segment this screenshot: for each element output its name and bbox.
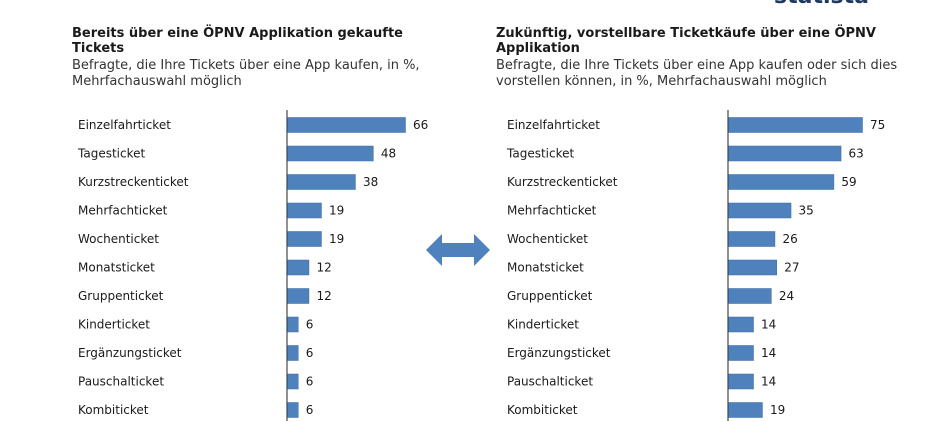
right-chart-value-label: 19 — [770, 403, 785, 417]
right-chart-bar — [728, 259, 777, 276]
right-chart-category-label: Tagesticket — [506, 147, 574, 161]
right-chart-bar — [728, 202, 792, 219]
right-chart-bar — [728, 145, 842, 162]
right-chart-bar — [728, 402, 763, 418]
chart-panel-right: Zukünftig, vorstellbare Ticketkäufe über… — [496, 26, 916, 90]
left-chart-value-label: 6 — [306, 403, 314, 417]
left-chart-bar — [287, 259, 310, 276]
left-chart-bar — [287, 316, 299, 333]
left-chart-value-label: 19 — [329, 232, 344, 246]
right-chart-bar — [728, 117, 863, 133]
right-chart-value-label: 26 — [782, 232, 797, 246]
left-chart-bar — [287, 373, 299, 390]
right-chart-bar — [728, 345, 754, 361]
left-chart-category-label: Kurzstreckenticket — [78, 175, 189, 189]
left-chart-bar — [287, 174, 356, 190]
left-chart-bar — [287, 117, 406, 133]
left-chart-value-label: 48 — [381, 147, 396, 161]
brand-logo-left — [176, 0, 246, 8]
right-chart-bar — [728, 316, 754, 333]
left-chart-category-label: Kinderticket — [78, 318, 150, 332]
right-chart-value-label: 24 — [779, 289, 794, 303]
left-chart-bar — [287, 288, 310, 304]
right-chart-value-label: 14 — [761, 375, 776, 389]
left-chart-value-label: 66 — [413, 118, 428, 132]
right-chart-value-label: 27 — [784, 261, 799, 275]
left-chart-bar — [287, 345, 299, 361]
left-chart-bar — [287, 402, 299, 418]
right-chart-category-label: Kurzstreckenticket — [507, 175, 618, 189]
left-chart-category-label: Wochenticket — [78, 232, 159, 246]
left-chart-bar — [287, 145, 374, 162]
left-chart-category-label: Pauschalticket — [78, 375, 164, 389]
right-chart-bar — [728, 174, 835, 190]
chart-subtitle-right: Befragte, die Ihre Tickets über eine App… — [496, 58, 898, 89]
right-chart-value-label: 14 — [761, 346, 776, 360]
left-chart-value-label: 12 — [316, 261, 331, 275]
brand-logo-right: statista — [774, 0, 893, 9]
chart-title-right: Zukünftig, vorstellbare Ticketkäufe über… — [496, 26, 876, 56]
right-chart-category-label: Ergänzungsticket — [507, 346, 611, 360]
left-chart-category-label: Monatsticket — [78, 261, 155, 275]
left-chart-category-label: Gruppenticket — [78, 289, 164, 303]
left-chart-category-label: Tagesticket — [77, 147, 145, 161]
right-chart-category-label: Einzelfahrticket — [507, 118, 600, 132]
right-chart-category-label: Mehrfachticket — [507, 204, 597, 218]
right-chart-bar — [728, 231, 776, 247]
right-chart-value-label: 59 — [841, 175, 856, 189]
left-chart-value-label: 12 — [316, 289, 331, 303]
left-chart-value-label: 38 — [363, 175, 378, 189]
left-chart-bar — [287, 231, 322, 247]
left-chart-category-label: Mehrfachticket — [78, 204, 168, 218]
right-chart-category-label: Wochenticket — [507, 232, 588, 246]
chart-title-left: Bereits über eine ÖPNV Applikation gekau… — [72, 26, 403, 56]
left-chart-category-label: Kombiticket — [78, 403, 149, 417]
left-chart-value-label: 6 — [306, 346, 314, 360]
left-chart-category-label: Einzelfahrticket — [78, 118, 171, 132]
bar-chart-right: Einzelfahrticket 75 Tagesticket 63 Kurzstrec… — [506, 110, 885, 421]
right-chart-value-label: 63 — [849, 147, 864, 161]
right-chart-bar — [728, 373, 754, 390]
chart-subtitle-left: Befragte, die Ihre Tickets über eine App… — [72, 58, 420, 89]
chart-panel-left: Bereits über eine ÖPNV Applikation gekau… — [72, 26, 442, 90]
left-chart-value-label: 6 — [306, 375, 314, 389]
right-chart-category-label: Pauschalticket — [507, 375, 593, 389]
right-chart-category-label: Kinderticket — [507, 318, 579, 332]
right-chart-value-label: 14 — [761, 318, 776, 332]
left-chart-value-label: 6 — [306, 318, 314, 332]
left-chart-bar — [287, 202, 322, 219]
right-chart-category-label: Kombiticket — [507, 403, 578, 417]
right-chart-category-label: Gruppenticket — [507, 289, 593, 303]
brand-logo-text: statista — [774, 0, 869, 9]
right-chart-value-label: 35 — [799, 204, 814, 218]
left-chart-category-label: Ergänzungsticket — [78, 346, 182, 360]
left-chart-value-label: 19 — [329, 204, 344, 218]
double-arrow-icon — [426, 234, 490, 266]
right-chart-value-label: 75 — [870, 118, 885, 132]
right-chart-bar — [728, 288, 772, 304]
right-chart-category-label: Monatsticket — [507, 261, 584, 275]
